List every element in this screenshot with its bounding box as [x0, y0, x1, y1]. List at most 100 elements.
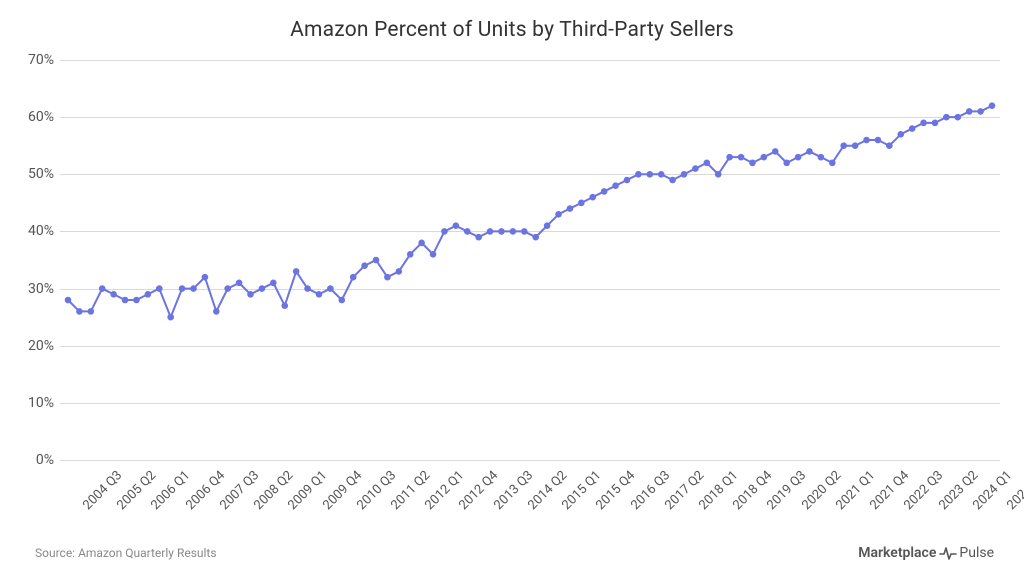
chart-title: Amazon Percent of Units by Third-Party S…	[0, 18, 1024, 42]
data-point	[316, 291, 323, 298]
data-point	[761, 154, 768, 161]
y-tick-label: 30%	[4, 281, 54, 297]
data-point	[920, 120, 927, 127]
data-point	[145, 291, 152, 298]
data-point	[704, 160, 711, 167]
data-point	[293, 268, 300, 275]
data-point	[818, 154, 825, 161]
data-point	[612, 182, 619, 189]
line-series	[60, 60, 1000, 460]
data-point	[806, 148, 813, 155]
data-point	[327, 285, 334, 292]
data-point	[646, 171, 653, 178]
data-point	[875, 137, 882, 144]
data-point	[772, 148, 779, 155]
data-point	[726, 154, 733, 161]
data-point	[350, 274, 357, 281]
y-tick-label: 0%	[4, 452, 54, 468]
data-point	[190, 285, 197, 292]
data-point	[88, 308, 95, 315]
data-point	[338, 297, 345, 304]
data-point	[966, 108, 973, 115]
data-point	[453, 222, 460, 229]
y-tick-label: 40%	[4, 223, 54, 239]
data-point	[76, 308, 83, 315]
data-point	[384, 274, 391, 281]
data-point	[886, 142, 893, 149]
data-point	[749, 160, 756, 167]
data-point	[624, 177, 631, 184]
data-point	[213, 308, 220, 315]
gridline	[60, 460, 1000, 461]
data-point	[396, 268, 403, 275]
brand-word2: Pulse	[959, 545, 994, 561]
data-point	[589, 194, 596, 201]
data-point	[179, 285, 186, 292]
data-point	[373, 257, 380, 264]
data-point	[498, 228, 505, 235]
data-point	[681, 171, 688, 178]
data-point	[692, 165, 699, 172]
data-point	[236, 280, 243, 287]
data-point	[487, 228, 494, 235]
data-point	[943, 114, 950, 121]
data-point	[989, 102, 996, 109]
data-point	[475, 234, 482, 241]
data-point	[270, 280, 277, 287]
data-point	[932, 120, 939, 127]
data-point	[897, 131, 904, 138]
data-point	[578, 200, 585, 207]
data-point	[99, 285, 106, 292]
data-point	[635, 171, 642, 178]
y-tick-label: 50%	[4, 166, 54, 182]
data-point	[863, 137, 870, 144]
data-point	[407, 251, 414, 258]
data-point	[281, 302, 288, 309]
data-point	[555, 211, 562, 218]
data-point	[532, 234, 539, 241]
data-point	[156, 285, 163, 292]
data-point	[247, 291, 254, 298]
series-line	[68, 106, 992, 317]
data-point	[110, 291, 117, 298]
y-tick-label: 20%	[4, 338, 54, 354]
data-point	[65, 297, 72, 304]
source-note: Source: Amazon Quarterly Results	[35, 546, 217, 560]
brand-logo: Marketplace Pulse	[858, 544, 994, 562]
data-point	[510, 228, 517, 235]
data-point	[977, 108, 984, 115]
data-point	[259, 285, 266, 292]
pulse-icon	[939, 544, 957, 562]
data-point	[658, 171, 665, 178]
y-tick-label: 10%	[4, 395, 54, 411]
plot-area: 2004 Q32005 Q22006 Q12006 Q42007 Q32008 …	[60, 60, 1000, 460]
brand-word1: Marketplace	[858, 545, 936, 561]
data-point	[909, 125, 916, 132]
data-point	[738, 154, 745, 161]
data-point	[224, 285, 231, 292]
data-point	[954, 114, 961, 121]
data-point	[418, 240, 425, 247]
data-point	[783, 160, 790, 167]
data-point	[829, 160, 836, 167]
data-point	[567, 205, 574, 212]
data-point	[601, 188, 608, 195]
chart-container: Amazon Percent of Units by Third-Party S…	[0, 0, 1024, 576]
data-point	[544, 222, 551, 229]
data-point	[464, 228, 471, 235]
y-tick-label: 60%	[4, 109, 54, 125]
data-point	[441, 228, 448, 235]
data-point	[133, 297, 140, 304]
data-point	[521, 228, 528, 235]
data-point	[852, 142, 859, 149]
data-point	[122, 297, 129, 304]
data-point	[795, 154, 802, 161]
data-point	[202, 274, 209, 281]
data-point	[167, 314, 174, 321]
data-point	[430, 251, 437, 258]
y-tick-label: 70%	[4, 52, 54, 68]
data-point	[669, 177, 676, 184]
data-point	[361, 262, 368, 269]
data-point	[840, 142, 847, 149]
data-point	[715, 171, 722, 178]
